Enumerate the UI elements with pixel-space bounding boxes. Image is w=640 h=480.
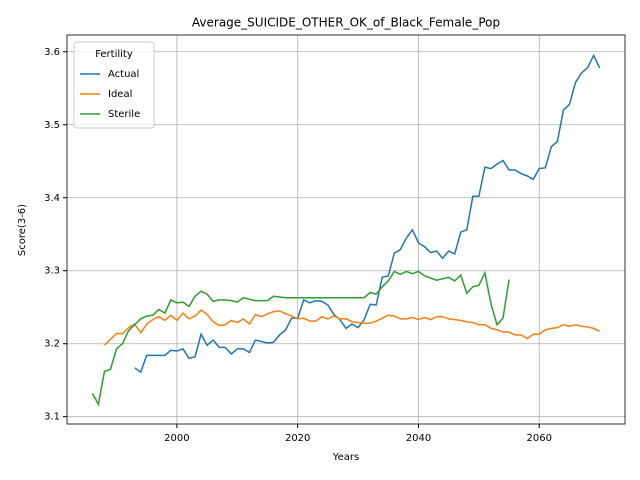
legend-title: Fertility (95, 49, 133, 60)
y-tick-label: 3.4 (44, 193, 60, 204)
y-axis-label: Score(3-6) (17, 204, 28, 256)
legend-label: Sterile (108, 109, 140, 120)
plot-frame (66, 34, 626, 425)
chart-title: Average_SUICIDE_OTHER_OK_of_Black_Female… (192, 16, 500, 30)
series-line (91, 270, 510, 407)
x-tick-label: 2020 (285, 433, 310, 444)
y-tick-label: 3.5 (44, 120, 60, 131)
series-line (134, 53, 601, 374)
x-tick-label: 2040 (406, 433, 431, 444)
y-tick-label: 3.3 (44, 266, 60, 277)
legend-box (73, 41, 155, 129)
legend-label: Actual (108, 69, 139, 80)
legend: Fertility Actual Ideal Sterile (73, 41, 155, 129)
y-tick-label: 3.2 (44, 339, 60, 350)
legend-label: Ideal (108, 89, 132, 100)
y-tick-label: 3.1 (44, 412, 60, 423)
x-tick-label: 2060 (527, 433, 552, 444)
y-tick-label: 3.6 (44, 47, 60, 58)
x-tick-label: 2000 (164, 433, 189, 444)
x-axis-label: Years (332, 452, 359, 463)
series-line (103, 309, 600, 346)
